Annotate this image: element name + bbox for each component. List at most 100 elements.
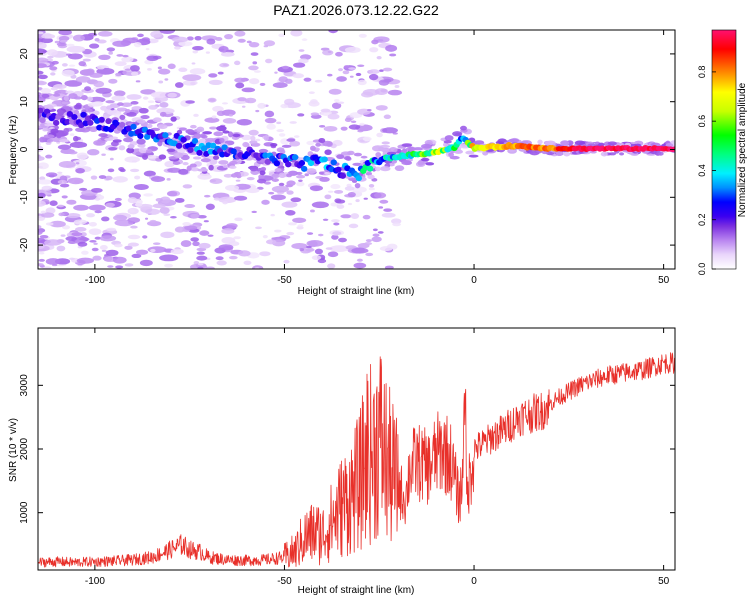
noise-cell [355, 199, 360, 203]
x-tick-label: 50 [658, 576, 670, 587]
noise-cell [56, 42, 67, 47]
noise-cell [351, 247, 369, 254]
noise-cell [235, 179, 241, 182]
noise-cell [292, 217, 307, 223]
ridge-halo-cell [123, 137, 134, 143]
noise-cell [338, 68, 344, 72]
ridge-halo-cell [119, 114, 126, 121]
ridge-halo-cell [158, 154, 167, 160]
noise-cell [347, 202, 353, 206]
noise-cell [228, 241, 240, 247]
ridge-halo-cell [324, 149, 332, 156]
ridge-cell [175, 142, 183, 149]
noise-cell [299, 248, 305, 252]
ridge-halo-cell [105, 100, 115, 104]
noise-cell [142, 235, 148, 239]
ridge-halo-cell [112, 139, 122, 143]
ridge-cell [300, 165, 308, 172]
noise-cell [218, 45, 229, 53]
noise-cell [61, 101, 71, 105]
ridge-halo-cell [189, 163, 197, 168]
noise-cell [45, 258, 61, 265]
y-tick-label: -20 [19, 237, 30, 252]
noise-cell [82, 58, 91, 62]
noise-cell [160, 231, 175, 239]
noise-cell [348, 223, 359, 229]
noise-cell [193, 113, 199, 117]
noise-cell [237, 97, 247, 102]
noise-cell [41, 33, 56, 39]
noise-cell [198, 242, 211, 249]
spectrogram-y-label: Frequency (Hz) [8, 116, 19, 185]
noise-cell [68, 257, 75, 260]
ridge-cell [264, 158, 271, 165]
noise-cell [314, 79, 323, 83]
noise-cell [91, 187, 103, 193]
noise-cell [174, 46, 181, 50]
noise-cell [49, 200, 58, 206]
noise-cell [88, 221, 97, 227]
ridge-halo-cell [131, 106, 143, 111]
noise-cell [362, 214, 371, 220]
noise-cell [93, 242, 98, 245]
noise-cell [377, 39, 384, 42]
ridge-halo-cell [278, 172, 286, 179]
ridge-halo-cell [344, 156, 352, 161]
noise-cell [73, 204, 89, 211]
noise-cell [147, 100, 155, 104]
noise-cell [68, 151, 78, 155]
noise-cell [40, 37, 53, 44]
noise-cell [278, 182, 285, 187]
ridge-halo-cell [200, 158, 211, 163]
noise-cell [340, 126, 348, 131]
ridge-halo-cell [420, 143, 432, 149]
ridge-halo-cell [508, 138, 520, 143]
ridge-halo-cell [281, 144, 292, 148]
noise-cell [69, 141, 88, 148]
noise-cell [95, 87, 112, 94]
noise-cell [314, 248, 323, 255]
colorbar-label: Normalized spectral amplitude [737, 82, 748, 217]
noise-cell [234, 217, 243, 222]
noise-cell [290, 30, 303, 37]
noise-cell [59, 39, 68, 43]
noise-cell [376, 56, 382, 60]
noise-cell [328, 30, 339, 34]
noise-cell [75, 162, 80, 165]
noise-cell [204, 194, 211, 198]
ridge-halo-cell [192, 156, 202, 160]
noise-cell [356, 258, 363, 262]
noise-cell [146, 155, 157, 159]
noise-cell [208, 79, 223, 85]
noise-cell [186, 36, 194, 41]
noise-cell [233, 236, 241, 240]
noise-cell [265, 239, 277, 245]
noise-cell [38, 57, 49, 63]
noise-cell [327, 190, 334, 193]
noise-cell [332, 231, 342, 236]
ridge-cell [39, 117, 46, 124]
noise-cell [311, 201, 329, 209]
noise-cell [327, 113, 340, 120]
ridge-halo-cell [401, 143, 413, 148]
noise-cell [197, 262, 204, 266]
noise-cell [237, 38, 246, 43]
noise-cell [38, 225, 42, 229]
noise-cell [338, 237, 347, 243]
noise-cell [329, 245, 350, 253]
noise-cell [378, 206, 384, 209]
noise-cell [192, 241, 200, 247]
ridge-halo-cell [574, 140, 586, 146]
noise-cell [38, 230, 43, 235]
snr-x-ticks: -100 -50 0 50 [85, 328, 670, 587]
spectrogram-x-ticks: -100 -50 0 50 [85, 30, 670, 286]
ridge-halo-cell [218, 160, 229, 165]
noise-cell [73, 219, 87, 225]
noise-cell [174, 82, 184, 88]
ridge-halo-cell [102, 113, 110, 119]
noise-cell [40, 87, 52, 94]
noise-cell [45, 172, 58, 178]
noise-cell [215, 256, 224, 261]
noise-cell [66, 213, 81, 219]
noise-cell [127, 217, 141, 223]
